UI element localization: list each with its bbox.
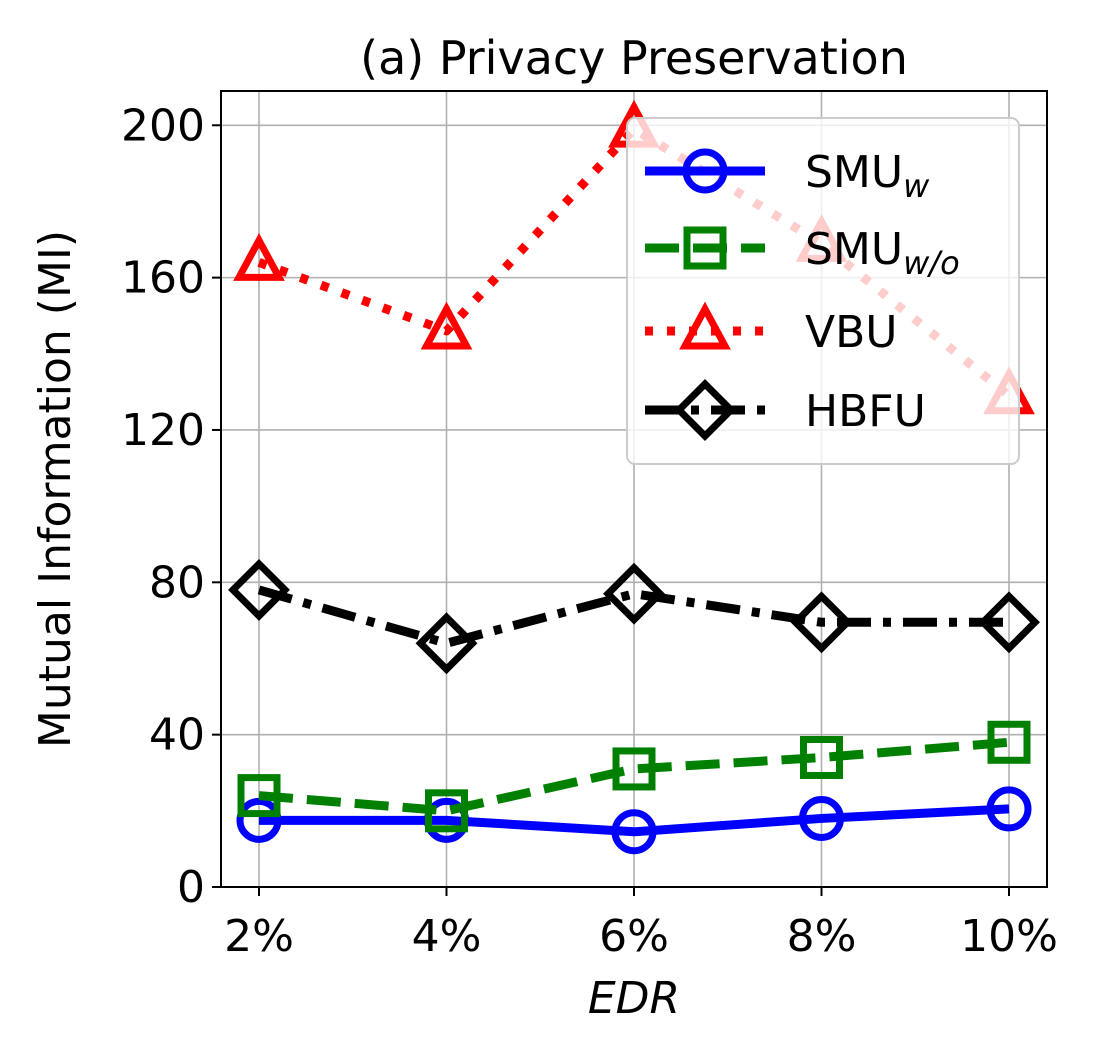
legend-marker bbox=[679, 301, 731, 350]
legend-entry: SMUw/o bbox=[645, 224, 960, 282]
data-point bbox=[425, 789, 468, 833]
data-point bbox=[236, 797, 282, 843]
x-tick-label: 6% bbox=[599, 911, 669, 962]
series-1 bbox=[237, 720, 1031, 833]
data-point bbox=[987, 720, 1031, 764]
series-line bbox=[258, 737, 1010, 816]
data-point bbox=[603, 562, 665, 625]
chart-title: (a) Privacy Preservation bbox=[360, 31, 908, 85]
data-point bbox=[612, 747, 656, 791]
legend-marker bbox=[682, 148, 728, 194]
legend-box bbox=[626, 117, 1020, 465]
legend-label: SMUw bbox=[805, 147, 930, 205]
legend-label: SMUw/o bbox=[805, 224, 960, 282]
legend-entry: SMUw bbox=[645, 147, 930, 205]
legend-entry: VBU bbox=[645, 301, 898, 358]
x-tick-label: 4% bbox=[412, 911, 482, 962]
legend: SMUw SMUw/o VBU HBFU bbox=[626, 117, 1020, 465]
y-tick-label: 200 bbox=[121, 100, 205, 151]
data-point bbox=[237, 774, 281, 818]
data-point bbox=[986, 786, 1032, 832]
legend-marker bbox=[674, 379, 736, 441]
data-point bbox=[415, 612, 478, 675]
legend-label: VBU bbox=[805, 307, 898, 358]
x-tick-label: 10% bbox=[960, 911, 1058, 962]
series-line bbox=[259, 804, 1010, 837]
data-point bbox=[420, 301, 473, 350]
x-tick-label: 8% bbox=[787, 911, 857, 962]
x-axis-label: EDR bbox=[588, 973, 680, 1024]
y-axis-label: Mutual Information (MI) bbox=[30, 230, 81, 748]
y-tick-label: 160 bbox=[121, 253, 205, 304]
data-point bbox=[799, 795, 844, 841]
data-point bbox=[978, 591, 1040, 654]
data-point bbox=[800, 736, 843, 780]
data-point bbox=[228, 558, 290, 621]
data-point bbox=[611, 809, 657, 855]
data-point bbox=[233, 233, 285, 281]
y-tick-label: 40 bbox=[149, 710, 205, 761]
x-tick-label: 2% bbox=[224, 911, 294, 962]
series-3 bbox=[228, 558, 1040, 675]
y-tick-label: 120 bbox=[121, 405, 205, 456]
data-point bbox=[790, 591, 853, 654]
ticks: 2% 4% 6% 8% 10% 0 40 80 120 160 200 bbox=[121, 100, 1058, 962]
series-line bbox=[257, 585, 1009, 648]
y-tick-label: 0 bbox=[177, 862, 205, 913]
y-tick-label: 80 bbox=[149, 557, 205, 608]
legend-marker bbox=[683, 226, 727, 270]
legend-entry: HBFU bbox=[645, 379, 926, 441]
legend-label: HBFU bbox=[805, 386, 926, 437]
